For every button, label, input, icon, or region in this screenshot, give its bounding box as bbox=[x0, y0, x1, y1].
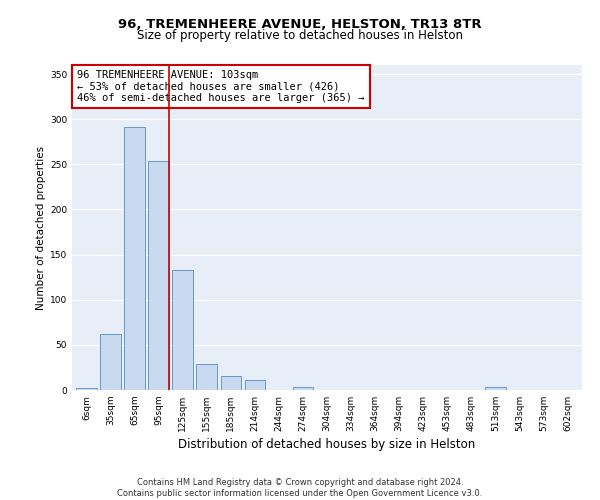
Bar bbox=[148, 160, 169, 390]
Bar bbox=[76, 388, 97, 390]
Bar bbox=[100, 334, 121, 390]
Text: Size of property relative to detached houses in Helston: Size of property relative to detached ho… bbox=[137, 29, 463, 42]
X-axis label: Distribution of detached houses by size in Helston: Distribution of detached houses by size … bbox=[178, 438, 476, 451]
Bar bbox=[221, 376, 241, 390]
Bar bbox=[196, 364, 217, 390]
Bar bbox=[293, 388, 313, 390]
Bar bbox=[172, 270, 193, 390]
Y-axis label: Number of detached properties: Number of detached properties bbox=[36, 146, 46, 310]
Text: 96 TREMENHEERE AVENUE: 103sqm
← 53% of detached houses are smaller (426)
46% of : 96 TREMENHEERE AVENUE: 103sqm ← 53% of d… bbox=[77, 70, 365, 103]
Bar bbox=[245, 380, 265, 390]
Bar bbox=[485, 388, 506, 390]
Text: Contains HM Land Registry data © Crown copyright and database right 2024.
Contai: Contains HM Land Registry data © Crown c… bbox=[118, 478, 482, 498]
Bar bbox=[124, 128, 145, 390]
Text: 96, TREMENHEERE AVENUE, HELSTON, TR13 8TR: 96, TREMENHEERE AVENUE, HELSTON, TR13 8T… bbox=[118, 18, 482, 30]
